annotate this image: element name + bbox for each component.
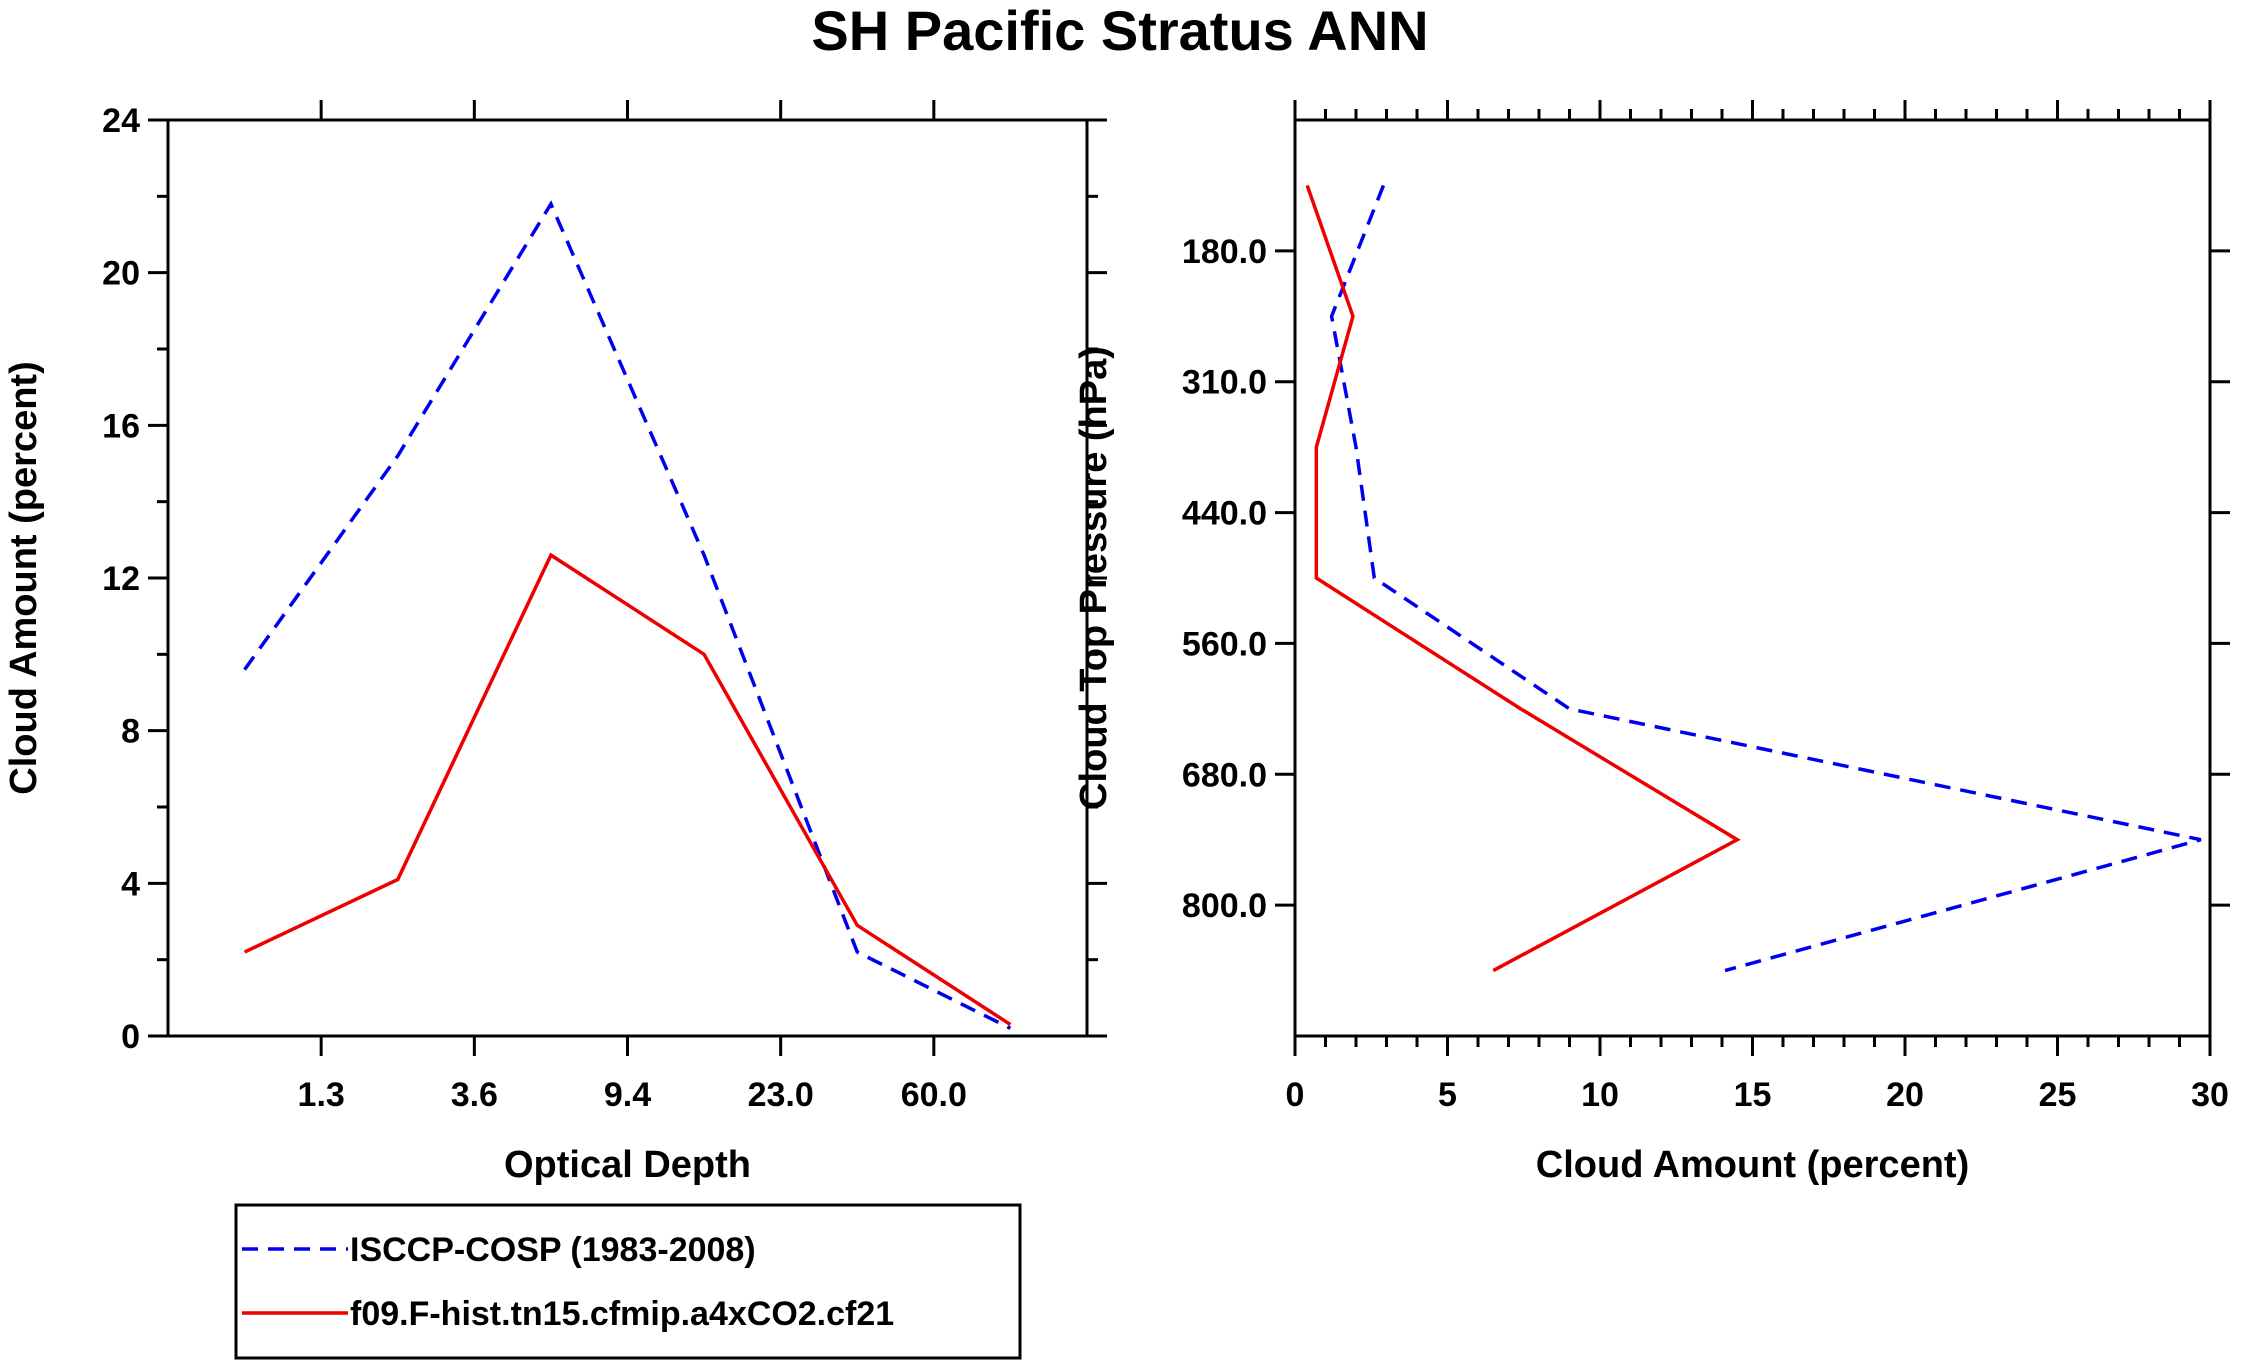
left-axes-frame <box>166 118 1089 1038</box>
right-series-isccp-line <box>1329 184 2202 973</box>
left-xtick-label: 9.4 <box>604 1076 651 1114</box>
left-ylabel: Cloud Amount (percent) <box>3 361 45 794</box>
figure-title: SH Pacific Stratus ANN <box>811 0 1428 62</box>
left-ytick-label: 16 <box>102 407 140 445</box>
right-ylabel: Cloud Top Pressure (hPa) <box>1073 346 1115 810</box>
right-xtick-label: 10 <box>1581 1076 1619 1114</box>
right-ytick-label: 440.0 <box>1182 495 1267 533</box>
left-xtick-label: 60.0 <box>901 1076 967 1114</box>
left-ytick-label: 20 <box>102 255 140 293</box>
left-xlabel: Optical Depth <box>504 1144 751 1186</box>
right-xtick-label: 0 <box>1286 1076 1305 1114</box>
left-xtick-label: 3.6 <box>451 1076 498 1114</box>
right-xtick-label: 25 <box>2039 1076 2077 1114</box>
right-ytick-label: 310.0 <box>1182 364 1267 402</box>
legend-label-isccp: ISCCP-COSP (1983-2008) <box>350 1231 756 1269</box>
left-ytick-label: 4 <box>121 865 140 903</box>
legend: ISCCP-COSP (1983-2008) f09.F-hist.tn15.c… <box>234 1203 1022 1360</box>
right-series-model-line <box>1305 184 1741 973</box>
right-ytick-label: 800.0 <box>1182 887 1267 925</box>
panel-cloud-top-pressure: 0 5 10 15 20 25 30 180.0 310.0 440.0 560.0 680.0 800… <box>1073 100 2230 1186</box>
left-ytick-label: 12 <box>102 560 140 598</box>
left-xtick-label: 23.0 <box>748 1076 814 1114</box>
right-xtick-label: 30 <box>2191 1076 2229 1114</box>
right-ytick-label: 180.0 <box>1182 233 1267 271</box>
left-xtick-label: 1.3 <box>298 1076 345 1114</box>
right-ytick-label: 560.0 <box>1182 625 1267 663</box>
right-xtick-label: 15 <box>1734 1076 1772 1114</box>
left-series-model-line <box>243 552 1012 1027</box>
legend-label-model: f09.F-hist.tn15.cfmip.a4xCO2.cf21 <box>350 1295 894 1333</box>
left-ytick-label: 24 <box>102 102 140 140</box>
panel-optical-depth: 0 4 8 12 16 20 24 1.3 3.6 9.4 23.0 60.0 Optical Dept… <box>3 100 1107 1186</box>
right-xtick-label: 20 <box>1886 1076 1924 1114</box>
left-ytick-label: 8 <box>121 713 140 751</box>
legend-box <box>234 1203 1022 1360</box>
right-xlabel: Cloud Amount (percent) <box>1536 1144 1969 1186</box>
right-xtick-label: 5 <box>1438 1076 1457 1114</box>
right-ytick-label: 680.0 <box>1182 756 1267 794</box>
right-axes-frame <box>1293 118 2212 1038</box>
left-series-isccp-line <box>243 200 1012 1030</box>
left-ytick-label: 0 <box>121 1018 140 1056</box>
